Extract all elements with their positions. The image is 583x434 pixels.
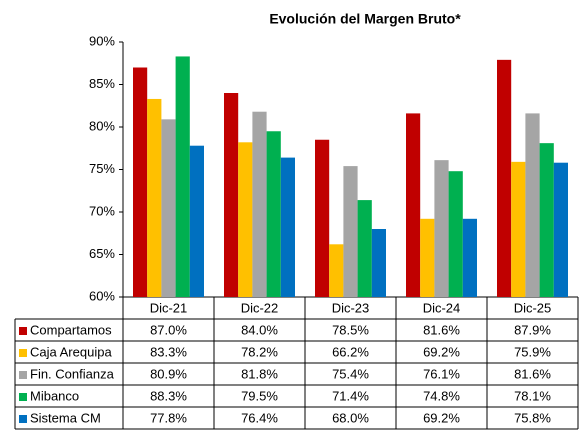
table-value: 78.2%: [241, 344, 278, 359]
legend-swatch: [19, 371, 27, 379]
table-value: 79.5%: [241, 388, 278, 403]
legend-swatch: [19, 327, 27, 335]
bar: [371, 229, 386, 297]
bar: [238, 142, 253, 297]
y-tick-label: 80%: [89, 118, 115, 133]
table-value: 77.8%: [150, 410, 187, 425]
table-value: 88.3%: [150, 388, 187, 403]
bar: [280, 157, 295, 297]
bar: [511, 161, 526, 297]
legend-label: Caja Arequipa: [30, 344, 112, 359]
table-value: 87.0%: [150, 322, 187, 337]
table-value: 68.0%: [332, 410, 369, 425]
bar: [189, 145, 204, 297]
table-value: 81.6%: [514, 366, 551, 381]
x-tick-label: Dic-22: [241, 300, 279, 315]
bar: [147, 98, 162, 297]
x-tick-label: Dic-21: [150, 300, 188, 315]
x-tick-label: Dic-25: [514, 300, 552, 315]
legend-label: Compartamos: [30, 322, 112, 337]
bar: [357, 200, 372, 297]
y-tick-label: 60%: [89, 288, 115, 303]
bar: [266, 131, 281, 297]
legend-swatch: [19, 415, 27, 423]
table-value: 71.4%: [332, 388, 369, 403]
table-value: 75.9%: [514, 344, 551, 359]
bar: [497, 59, 512, 297]
y-tick-label: 70%: [89, 203, 115, 218]
table-value: 84.0%: [241, 322, 278, 337]
y-tick-label: 85%: [89, 76, 115, 91]
y-tick-label: 65%: [89, 246, 115, 261]
legend-label: Fin. Confianza: [30, 366, 115, 381]
bar: [539, 143, 554, 297]
bar: [224, 93, 239, 297]
table-value: 66.2%: [332, 344, 369, 359]
x-tick-label: Dic-24: [423, 300, 461, 315]
table-value: 78.1%: [514, 388, 551, 403]
bar: [462, 218, 477, 297]
chart-title: Evolución del Margen Bruto*: [269, 11, 461, 27]
bar: [252, 111, 267, 297]
table-value: 80.9%: [150, 366, 187, 381]
y-tick-label: 75%: [89, 161, 115, 176]
bar: [448, 171, 463, 297]
bar: [343, 166, 358, 297]
bar: [525, 113, 540, 298]
bar: [133, 67, 148, 297]
table-value: 78.5%: [332, 322, 369, 337]
table-value: 76.4%: [241, 410, 278, 425]
table-value: 69.2%: [423, 344, 460, 359]
table-value: 81.8%: [241, 366, 278, 381]
table-value: 75.8%: [514, 410, 551, 425]
bar: [329, 244, 344, 297]
table-value: 74.8%: [423, 388, 460, 403]
bar: [406, 113, 421, 298]
legend-label: Sistema CM: [30, 410, 101, 425]
table-value: 83.3%: [150, 344, 187, 359]
legend-swatch: [19, 393, 27, 401]
bar: [553, 162, 568, 297]
legend-label: Mibanco: [30, 388, 79, 403]
y-tick-label: 90%: [89, 33, 115, 48]
table-value: 81.6%: [423, 322, 460, 337]
table-value: 76.1%: [423, 366, 460, 381]
table-value: 69.2%: [423, 410, 460, 425]
table-value: 75.4%: [332, 366, 369, 381]
bar: [315, 139, 330, 297]
legend-swatch: [19, 349, 27, 357]
bar: [420, 218, 435, 297]
x-tick-label: Dic-23: [332, 300, 370, 315]
bar: [175, 56, 190, 298]
table-value: 87.9%: [514, 322, 551, 337]
bar: [161, 119, 176, 297]
bar: [434, 160, 449, 297]
